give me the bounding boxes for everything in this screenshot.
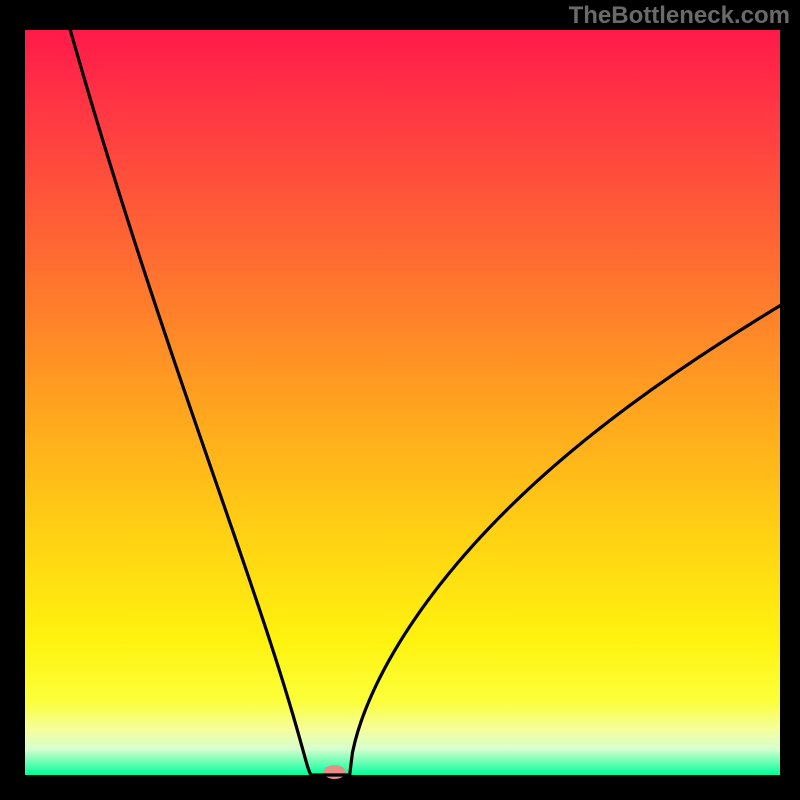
chart-svg bbox=[0, 0, 800, 800]
watermark-text: TheBottleneck.com bbox=[569, 2, 790, 30]
minimum-marker bbox=[324, 765, 346, 779]
chart-frame: TheBottleneck.com bbox=[0, 0, 800, 800]
bottleneck-curve bbox=[70, 30, 780, 775]
